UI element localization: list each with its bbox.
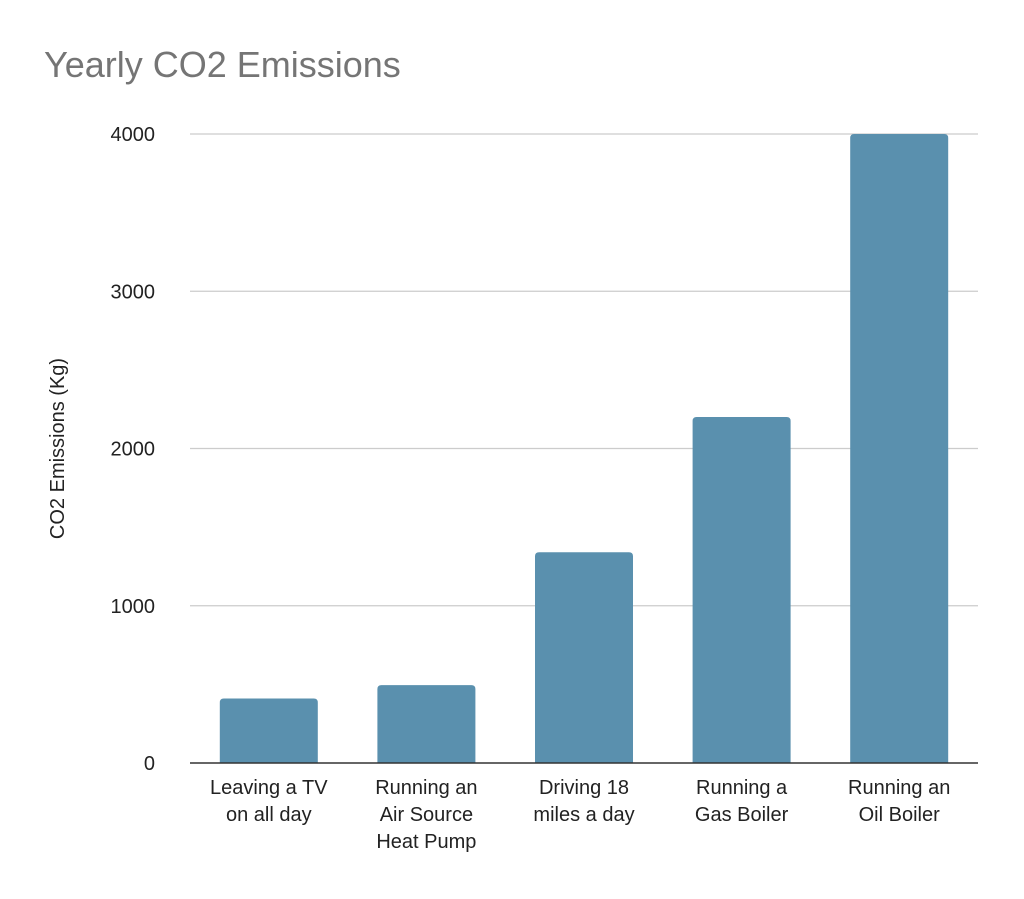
x-tick-label: Gas Boiler (695, 804, 789, 826)
x-tick-label: Leaving a TV (210, 777, 328, 799)
x-tick-label: Heat Pump (376, 831, 476, 853)
y-tick-label: 4000 (111, 124, 156, 146)
bar (219, 698, 318, 763)
chart-title: Yearly CO2 Emissions (44, 44, 401, 85)
x-tick-label: Running an (848, 777, 950, 799)
x-tick-label: miles a day (533, 804, 634, 826)
bar (535, 552, 633, 763)
y-tick-label: 3000 (111, 281, 156, 303)
bar (377, 685, 476, 763)
x-tick-label: Running a (696, 777, 788, 799)
bar (850, 134, 949, 763)
x-tick-label: Oil Boiler (859, 804, 940, 826)
y-tick-label: 0 (144, 753, 155, 775)
x-tick-label: on all day (226, 804, 312, 826)
y-tick-label: 1000 (111, 596, 156, 618)
x-tick-label: Air Source (380, 804, 473, 826)
x-tick-label: Running an (375, 777, 477, 799)
x-tick-label: Driving 18 (539, 777, 629, 799)
y-tick-label: 2000 (111, 439, 156, 461)
bar (692, 417, 791, 763)
y-axis-label: CO2 Emissions (Kg) (47, 358, 69, 539)
